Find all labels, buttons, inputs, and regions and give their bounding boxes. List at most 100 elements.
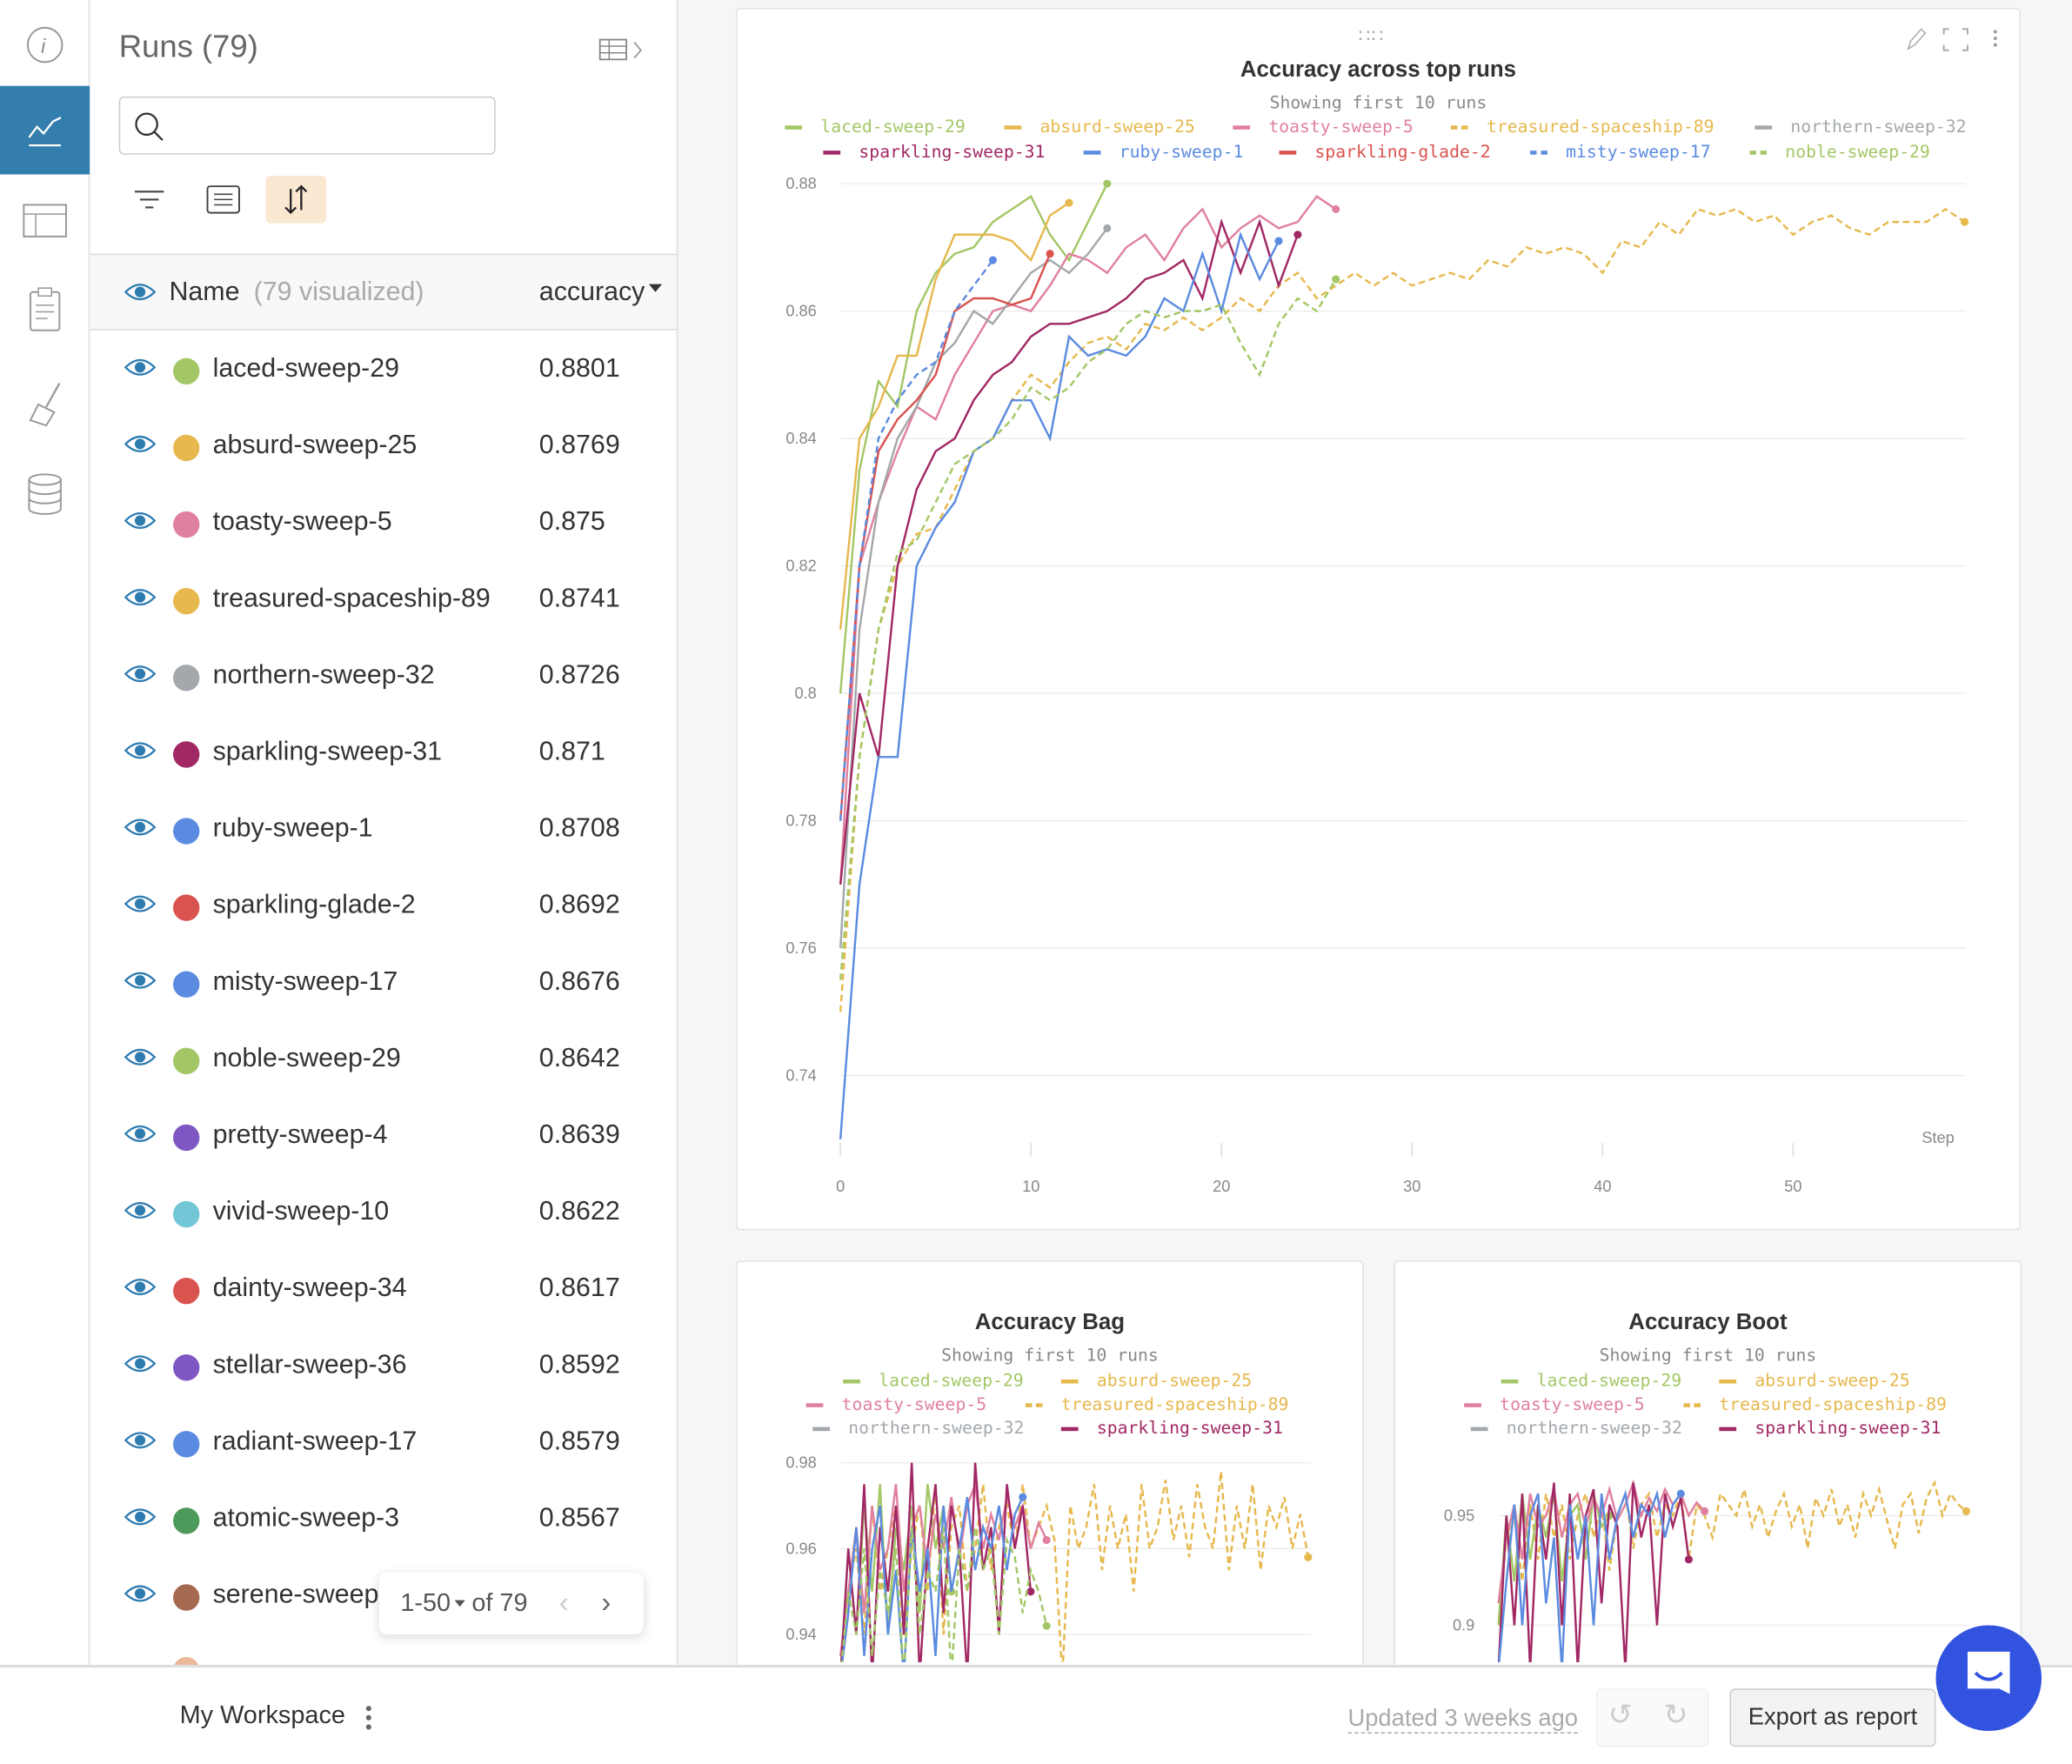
run-row[interactable]: vivid-sweep-10 0.8622 — [90, 1176, 676, 1253]
run-name[interactable]: atomic-sweep-3 — [212, 1503, 400, 1533]
table-expand-icon[interactable] — [598, 37, 646, 70]
prev-page-button[interactable]: ‹ — [558, 1585, 569, 1619]
run-name[interactable]: sparkling-sweep-31 — [212, 737, 443, 767]
eye-icon[interactable] — [124, 357, 157, 378]
run-row[interactable]: northern-sweep-32 0.8726 — [90, 639, 676, 716]
run-row[interactable]: misty-sweep-17 0.8676 — [90, 946, 676, 1023]
eye-icon[interactable] — [124, 1583, 157, 1604]
run-row[interactable]: noble-sweep-29 0.8642 — [90, 1023, 676, 1099]
report-icon[interactable] — [0, 264, 90, 353]
edit-pencil-icon[interactable] — [1907, 28, 1927, 50]
artifacts-database-icon[interactable] — [0, 449, 90, 538]
run-name[interactable]: laced-sweep-29 — [212, 354, 400, 384]
eye-icon[interactable] — [124, 970, 157, 991]
eye-icon[interactable] — [124, 1276, 157, 1297]
run-color-dot[interactable] — [173, 357, 200, 385]
run-name[interactable]: pretty-sweep-4 — [212, 1120, 388, 1150]
run-row[interactable]: pretty-sweep-4 0.8639 — [90, 1099, 676, 1176]
run-name[interactable]: treasured-spaceship-89 — [212, 584, 491, 613]
info-icon[interactable]: i — [0, 0, 90, 89]
run-name[interactable]: misty-sweep-17 — [212, 966, 398, 997]
fullscreen-icon[interactable] — [1942, 28, 1968, 51]
run-color-dot[interactable] — [173, 1584, 200, 1611]
run-name[interactable]: vivid-sweep-10 — [212, 1197, 390, 1226]
run-color-dot[interactable] — [173, 1354, 200, 1381]
run-name[interactable]: serene-sweep- — [212, 1580, 388, 1610]
eye-icon[interactable] — [124, 1353, 157, 1374]
legend-item[interactable]: sparkling-sweep-31 — [1719, 1420, 1941, 1439]
export-as-report-button[interactable]: Export as report — [1729, 1688, 1936, 1747]
workspace-name[interactable]: My Workspace — [179, 1701, 345, 1730]
legend-item[interactable]: toasty-sweep-5 — [1464, 1395, 1645, 1415]
run-name[interactable]: toasty-sweep-5 — [212, 507, 392, 537]
chat-support-button[interactable] — [1935, 1625, 2042, 1732]
legend-item[interactable]: toasty-sweep-5 — [805, 1395, 986, 1415]
drag-handle-icon[interactable]: ∷∷ — [1358, 24, 1385, 47]
run-row[interactable]: absurd-sweep-25 0.8769 — [90, 410, 676, 486]
run-color-dot[interactable] — [173, 587, 200, 615]
eye-icon[interactable] — [124, 586, 157, 607]
group-button[interactable] — [193, 176, 254, 224]
accuracy-column-header[interactable]: accuracy — [538, 277, 645, 307]
run-row[interactable]: sparkling-glade-2 0.8692 — [90, 870, 676, 946]
run-color-dot[interactable] — [173, 1431, 200, 1458]
eye-icon[interactable] — [124, 1507, 157, 1527]
next-page-button[interactable]: › — [601, 1585, 612, 1619]
run-row[interactable]: stellar-sweep-36 0.8592 — [90, 1329, 676, 1406]
legend-item[interactable]: misty-sweep-17 — [1530, 143, 1711, 163]
legend-item[interactable]: treasured-spaceship-89 — [1025, 1395, 1288, 1415]
page-range-dropdown[interactable]: 1-50 — [400, 1589, 451, 1618]
eye-icon[interactable] — [124, 740, 157, 761]
run-color-dot[interactable] — [173, 434, 200, 462]
run-color-dot[interactable] — [173, 1047, 200, 1075]
undo-icon[interactable]: ↺ — [1607, 1698, 1633, 1732]
run-color-dot[interactable] — [173, 894, 200, 921]
run-color-dot[interactable] — [173, 1124, 200, 1152]
run-row[interactable]: treasured-spaceship-89 0.8741 — [90, 563, 676, 639]
filter-button[interactable] — [119, 176, 180, 224]
run-row[interactable]: toasty-sweep-5 0.875 — [90, 486, 676, 563]
eye-icon[interactable] — [124, 1046, 157, 1067]
legend-item[interactable]: laced-sweep-29 — [785, 117, 966, 137]
legend-item[interactable]: northern-sweep-32 — [1470, 1420, 1682, 1439]
table-icon[interactable] — [0, 176, 90, 264]
legend-item[interactable]: laced-sweep-29 — [843, 1372, 1024, 1392]
eye-icon[interactable] — [124, 510, 157, 531]
run-color-dot[interactable] — [173, 511, 200, 538]
sort-button[interactable] — [265, 176, 327, 224]
charts-icon[interactable] — [0, 85, 90, 175]
eye-icon[interactable] — [124, 817, 157, 838]
legend-item[interactable]: treasured-spaceship-89 — [1450, 117, 1714, 137]
run-color-dot[interactable] — [173, 1200, 200, 1228]
workspace-menu-icon[interactable] — [362, 1703, 375, 1734]
run-row[interactable]: radiant-sweep-17 0.8579 — [90, 1406, 676, 1482]
run-row[interactable]: atomic-sweep-3 0.8567 — [90, 1482, 676, 1559]
run-row[interactable]: laced-sweep-29 0.8801 — [90, 333, 676, 410]
run-name[interactable]: northern-sweep-32 — [212, 660, 435, 690]
run-name[interactable]: radiant-sweep-17 — [212, 1427, 418, 1457]
eye-icon[interactable] — [124, 282, 157, 303]
legend-item[interactable]: absurd-sweep-25 — [1060, 1372, 1252, 1392]
legend-item[interactable]: toasty-sweep-5 — [1233, 117, 1414, 137]
run-row[interactable]: sparkling-sweep-31 0.871 — [90, 716, 676, 792]
legend-item[interactable]: laced-sweep-29 — [1501, 1372, 1681, 1392]
run-name[interactable]: ruby-sweep-1 — [212, 813, 373, 844]
legend-item[interactable]: northern-sweep-32 — [812, 1420, 1024, 1439]
eye-icon[interactable] — [124, 433, 157, 454]
legend-item[interactable]: absurd-sweep-25 — [1004, 117, 1195, 137]
legend-item[interactable]: sparkling-glade-2 — [1279, 143, 1491, 163]
run-color-dot[interactable] — [173, 665, 200, 692]
legend-item[interactable]: ruby-sweep-1 — [1083, 143, 1243, 163]
run-row[interactable]: serene-sweep- — [90, 1560, 676, 1636]
eye-icon[interactable] — [124, 1199, 157, 1220]
legend-item[interactable]: treasured-spaceship-89 — [1683, 1395, 1947, 1415]
legend-item[interactable]: absurd-sweep-25 — [1719, 1372, 1910, 1392]
eye-icon[interactable] — [124, 893, 157, 914]
legend-item[interactable]: northern-sweep-32 — [1755, 117, 1967, 137]
sweep-broom-icon[interactable] — [0, 359, 90, 448]
more-options-icon[interactable] — [1993, 30, 1997, 47]
run-name[interactable]: absurd-sweep-25 — [212, 431, 418, 460]
run-row[interactable]: ruby-sweep-1 0.8708 — [90, 792, 676, 869]
run-name[interactable]: stellar-sweep-36 — [212, 1350, 407, 1380]
run-color-dot[interactable] — [173, 971, 200, 998]
